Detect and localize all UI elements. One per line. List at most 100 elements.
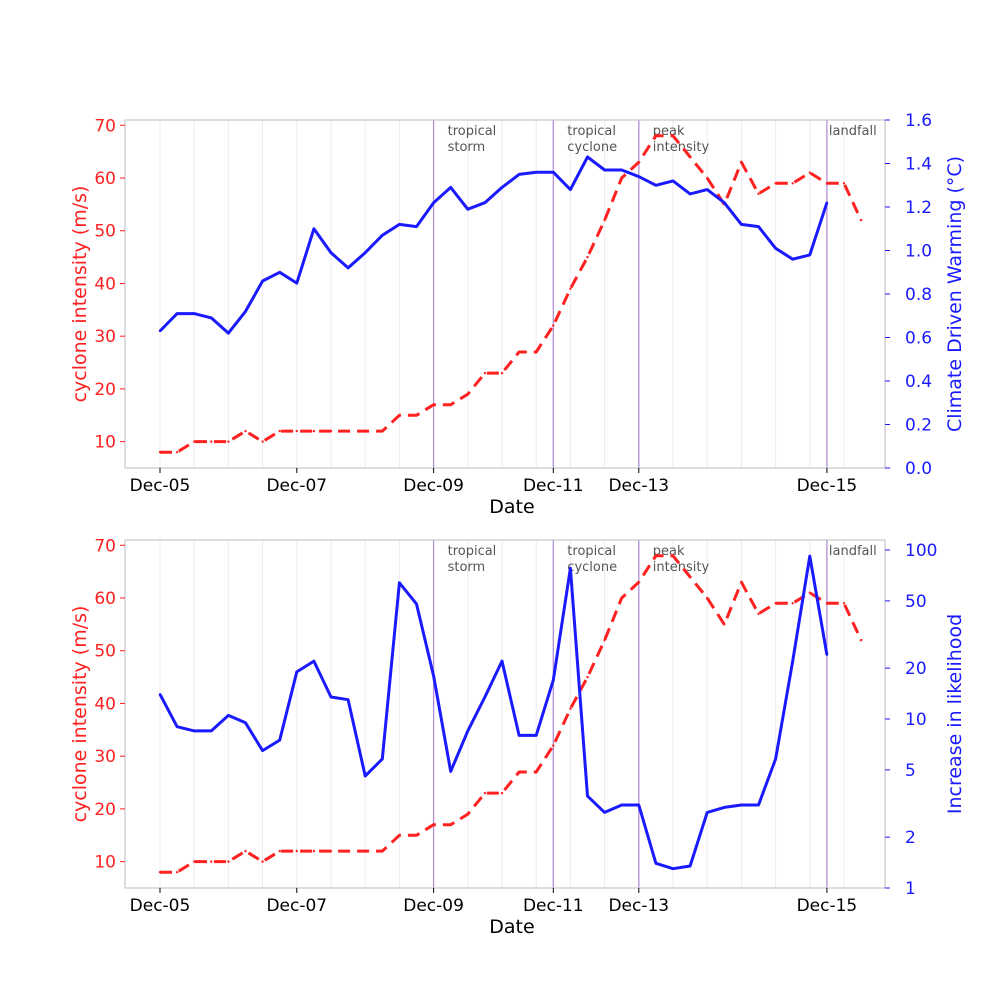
secondary-point	[706, 188, 709, 191]
secondary-point	[723, 806, 726, 809]
secondary-point	[740, 803, 743, 807]
x-axis-title: Date	[489, 496, 534, 518]
intensity-point	[586, 255, 589, 259]
event-label: intensity	[653, 560, 710, 575]
event-label: tropical	[448, 544, 497, 559]
intensity-point	[483, 791, 487, 795]
secondary-point	[415, 225, 418, 228]
intensity-point	[774, 602, 777, 605]
secondary-point	[569, 188, 572, 191]
secondary-point	[227, 714, 230, 717]
y-right-tick-label: 1.0	[905, 242, 932, 262]
secondary-point	[483, 201, 487, 204]
intensity-point	[193, 440, 196, 443]
y-left-tick-label: 30	[94, 747, 116, 767]
warming-chart: tropicalstormtropicalcyclonepeakintensit…	[69, 111, 966, 518]
intensity-point	[210, 440, 213, 443]
secondary-point	[210, 729, 213, 733]
secondary-point	[517, 734, 521, 737]
y-left-tick-label: 10	[94, 853, 116, 873]
secondary-point	[227, 331, 230, 335]
intensity-point	[569, 707, 572, 710]
intensity-point	[859, 638, 863, 642]
secondary-point	[415, 602, 418, 606]
secondary-point	[586, 794, 589, 798]
secondary-point	[603, 168, 606, 172]
secondary-point	[244, 310, 247, 313]
event-label: cyclone	[567, 140, 617, 155]
y-left-tick-label: 20	[94, 380, 116, 400]
intensity-line	[160, 134, 863, 454]
intensity-point	[517, 770, 521, 774]
intensity-point	[825, 602, 829, 605]
secondary-point	[740, 223, 743, 226]
event-label: tropical	[567, 544, 616, 559]
intensity-point	[398, 834, 401, 837]
secondary-point	[671, 867, 675, 870]
y-left-tick-label: 20	[94, 800, 116, 820]
intensity-point	[449, 403, 452, 406]
intensity-point	[706, 596, 709, 600]
intensity-point	[740, 160, 743, 164]
intensity-point	[364, 429, 367, 433]
secondary-point	[569, 567, 572, 570]
intensity-line	[160, 554, 863, 874]
intensity-point	[535, 350, 538, 354]
secondary-point	[791, 659, 794, 663]
y-right-tick-label: 100	[905, 541, 937, 561]
event-label: landfall	[829, 544, 877, 559]
secondary-point	[791, 258, 794, 261]
y-left-axis-title: cyclone intensity (m/s)	[69, 186, 91, 403]
secondary-point	[278, 271, 281, 274]
y-left-tick-label: 70	[94, 536, 116, 556]
y-right-tick-label: 0.4	[905, 372, 932, 392]
intensity-point	[175, 870, 179, 874]
intensity-point	[158, 870, 162, 874]
secondary-point	[552, 171, 555, 174]
intensity-point	[757, 612, 760, 616]
secondary-point	[654, 862, 658, 865]
secondary-point	[808, 253, 811, 257]
intensity-point	[552, 324, 555, 327]
secondary-point	[757, 225, 760, 228]
secondary-point	[381, 757, 384, 761]
y-left-tick-label: 60	[94, 169, 116, 189]
y-left-tick-label: 10	[94, 433, 116, 453]
intensity-point	[364, 849, 367, 853]
y-left-axis-title: cyclone intensity (m/s)	[69, 606, 91, 823]
secondary-point	[381, 234, 384, 237]
secondary-point	[654, 184, 658, 187]
secondary-point	[244, 721, 247, 724]
x-tick-label: Dec-11	[523, 476, 584, 496]
secondary-point	[312, 659, 316, 663]
intensity-point	[261, 860, 264, 863]
intensity-point	[637, 160, 640, 164]
secondary-point	[637, 803, 640, 807]
y-right-tick-label: 1.6	[905, 111, 932, 131]
secondary-point	[825, 653, 829, 656]
y-left-tick-label: 50	[94, 222, 116, 242]
intensity-point	[517, 350, 521, 354]
intensity-point	[723, 623, 726, 626]
secondary-point	[688, 192, 692, 196]
secondary-point	[432, 674, 435, 678]
intensity-point	[825, 182, 829, 185]
intensity-point	[552, 744, 555, 747]
y-left-tick-label: 40	[94, 694, 116, 714]
y-right-tick-label: 1	[905, 879, 916, 899]
intensity-point	[842, 182, 846, 185]
y-right-tick-label: 0.2	[905, 416, 932, 436]
intensity-point	[415, 834, 418, 837]
secondary-point	[432, 201, 435, 204]
intensity-point	[449, 823, 452, 826]
secondary-point	[620, 803, 623, 807]
secondary-point	[364, 251, 367, 254]
intensity-point	[620, 596, 623, 600]
event-label: landfall	[829, 124, 877, 139]
intensity-point	[706, 176, 709, 180]
secondary-point	[346, 266, 350, 270]
x-axis-title: Date	[489, 916, 534, 938]
secondary-point	[261, 279, 264, 283]
x-tick-label: Dec-13	[608, 896, 669, 916]
intensity-point	[278, 849, 281, 853]
